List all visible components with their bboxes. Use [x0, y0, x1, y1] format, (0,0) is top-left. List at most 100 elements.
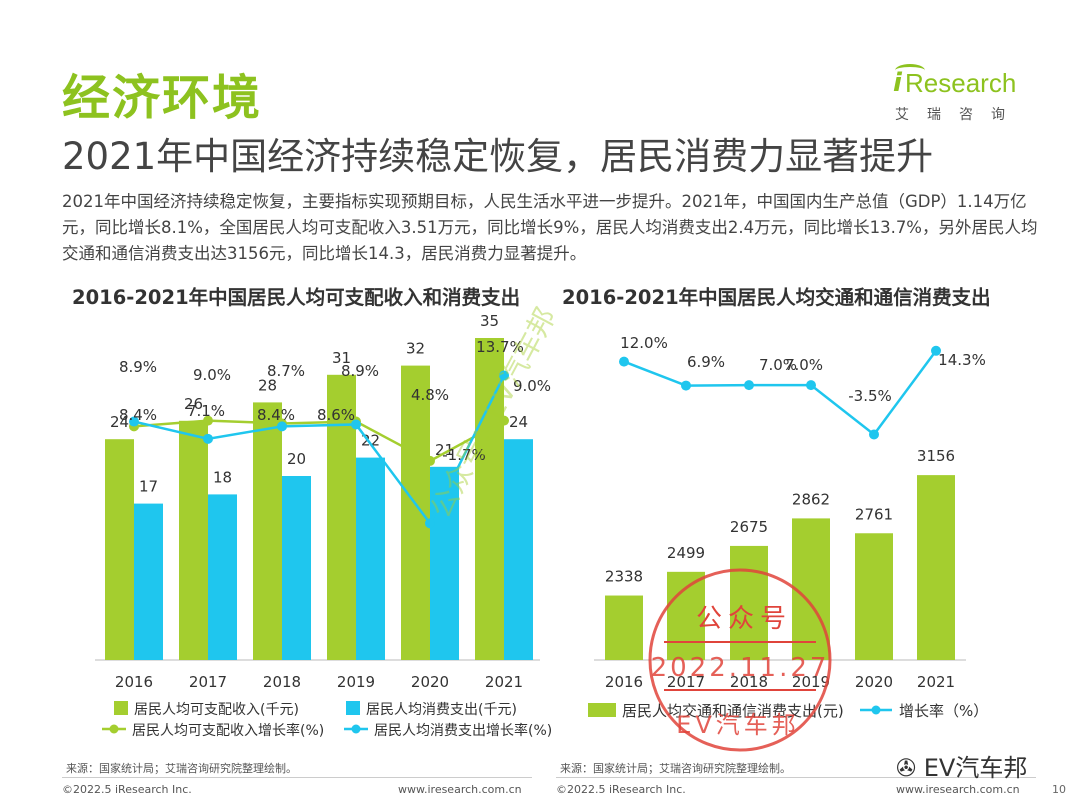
chart2-rate-label: 12.0% [620, 334, 668, 352]
chart1-point-green [499, 415, 509, 426]
chart1-x-tick: 2019 [337, 673, 375, 691]
chart1-label-income: 31 [332, 349, 351, 367]
chart1-bar-expense [134, 503, 163, 660]
wechat-account-name: EV汽车邦 [923, 754, 1028, 782]
chart1-x-tick: 2018 [263, 673, 301, 691]
chart1-x-tick: 2021 [485, 673, 523, 691]
chart2-bar-label: 2499 [667, 544, 705, 562]
chart1-label-income: 26 [184, 395, 203, 413]
summary-paragraph: 2021年中国经济持续稳定恢复，主要指标实现预期目标，人民生活水平进一步提升。2… [62, 192, 1038, 263]
chart1-point-green [425, 455, 435, 466]
chart1-rate-label-income: 4.8% [411, 386, 449, 404]
chart2-bar [792, 518, 830, 660]
chart2-legend-rate: 增长率（%） [899, 702, 988, 720]
chart1-x-tick: 2020 [411, 673, 449, 691]
chart1-point-blue [129, 416, 139, 427]
source-note-right: 来源：国家统计局；艾瑞咨询研究院整理绘制。 [560, 762, 791, 775]
chart2-bar [855, 533, 893, 660]
page-headline: 2021年中国经济持续稳定恢复，居民消费力显著提升 [62, 135, 934, 178]
chart1-rate-label-expense: 8.4% [257, 406, 295, 424]
logo-brand-text: Research [905, 68, 1017, 98]
footer-divider-left [62, 777, 532, 778]
chart2-title: 2016-2021年中国居民人均交通和通信消费支出 [562, 286, 991, 309]
chart2-point-rate [869, 429, 879, 440]
chart2-bar-label: 2862 [792, 490, 830, 508]
chart2-bar-label: 2675 [730, 518, 768, 536]
page-number: 10 [1052, 783, 1066, 796]
chart1-point-blue [277, 421, 287, 432]
chart1-bar-income [401, 365, 430, 660]
chart2-legend-dot [871, 705, 881, 715]
chart1-rate-label-expense: 8.4% [119, 406, 157, 424]
chart1-label-expense: 24 [509, 413, 528, 431]
chart2-rate-label: 6.9% [687, 353, 725, 371]
chart2-bar-label: 2338 [605, 568, 643, 586]
chart1-point-blue [203, 433, 213, 444]
chart1-rate-label-income: 9.0% [513, 377, 551, 395]
chart1-bar-expense [208, 494, 237, 660]
chart1-bar-income [475, 338, 504, 660]
copyright-left: ©2022.5 iResearch Inc. [62, 783, 192, 796]
chart1-label-income: 24 [110, 413, 129, 431]
chart1-rate-label-income: 8.7% [267, 362, 305, 380]
chart1-rate-label-income: 8.9% [119, 358, 157, 376]
chart1-bar-income [179, 420, 208, 660]
chart1-legend-expense-rate: 居民人均消费支出增长率(%) [374, 722, 552, 739]
chart2-x-tick: 2021 [917, 673, 955, 691]
chart1-rate-label-expense: 7.1% [187, 402, 225, 420]
chart2-rate-label: 7.0% [759, 356, 797, 374]
chart1-rate-label-expense: -1.7% [442, 446, 486, 464]
footer-divider-right [556, 777, 1036, 778]
chart1-point-green [203, 415, 213, 426]
chart2-bar [605, 595, 643, 660]
chart1-label-income: 32 [406, 340, 425, 358]
chart2-line-rate [623, 350, 938, 437]
chart1-legend-swatch-income [114, 701, 128, 715]
chart2-x-tick: 2020 [855, 673, 893, 691]
chart2-legend-swatch [588, 703, 616, 717]
chart1-label-expense: 18 [213, 468, 232, 486]
chart1-point-blue [499, 370, 509, 381]
chart1-rate-label-income: 8.9% [341, 362, 379, 380]
chart1-point-blue [351, 419, 361, 430]
chart2-bar [917, 475, 955, 660]
chart1-bar-expense [282, 476, 311, 660]
copyright-right: ©2022.5 iResearch Inc. [556, 783, 686, 796]
chart2-bar [730, 545, 768, 660]
chart1-legend-dot-expense [351, 724, 361, 734]
chart2-point-rate [744, 380, 754, 391]
logo-brand-i: i [893, 68, 902, 98]
section-title: 经济环境 [62, 70, 263, 126]
iresearch-logo: i Research 艾瑞咨询 [893, 64, 1043, 124]
chart1-bar-expense [504, 439, 533, 660]
chart1-label-expense: 20 [287, 450, 306, 468]
chart1-bar-income [105, 439, 134, 660]
stamp-outer-circle [648, 568, 832, 752]
chart1-bar-expense [356, 457, 385, 660]
chart1-x-tick: 2017 [189, 673, 227, 691]
chart1-title: 2016-2021年中国居民人均可支配收入和消费支出 [72, 286, 521, 309]
chart1-x-tick: 2016 [115, 673, 153, 691]
url-left: www.iresearch.com.cn [398, 783, 522, 796]
chart1-legend-dot-income [109, 724, 119, 734]
chart2-rate-label: -3.5% [848, 387, 892, 405]
stamp-date-text: 2022.11.27 [651, 653, 830, 683]
logo-cn-text: 艾瑞咨询 [895, 107, 1023, 123]
chart1-legend-expense: 居民人均消费支出(千元) [366, 702, 517, 718]
stamp-bottom-text: EV汽车邦 [676, 711, 800, 739]
chart1-label-expense: 17 [139, 478, 158, 496]
chart2-x-tick: 2016 [605, 673, 643, 691]
chart1-line-blue [133, 374, 506, 526]
chart2-rate-label: 7.0% [785, 356, 823, 374]
wechat-icon: ✇ [896, 754, 917, 782]
chart1-legend-income: 居民人均可支配收入(千元) [134, 702, 299, 718]
chart1-legend-swatch-expense [346, 701, 360, 715]
chart1-rate-label-income: 9.0% [193, 366, 231, 384]
chart2-rate-label: 14.3% [938, 351, 986, 369]
chart2-point-rate [806, 380, 816, 391]
wechat-account-mark: ✇ EV汽车邦 [896, 748, 1027, 783]
source-note-left: 来源：国家统计局；艾瑞咨询研究院整理绘制。 [66, 762, 297, 775]
chart2-x-tick: 2018 [730, 673, 768, 691]
chart1-rate-label-expense: 13.7% [476, 338, 524, 356]
